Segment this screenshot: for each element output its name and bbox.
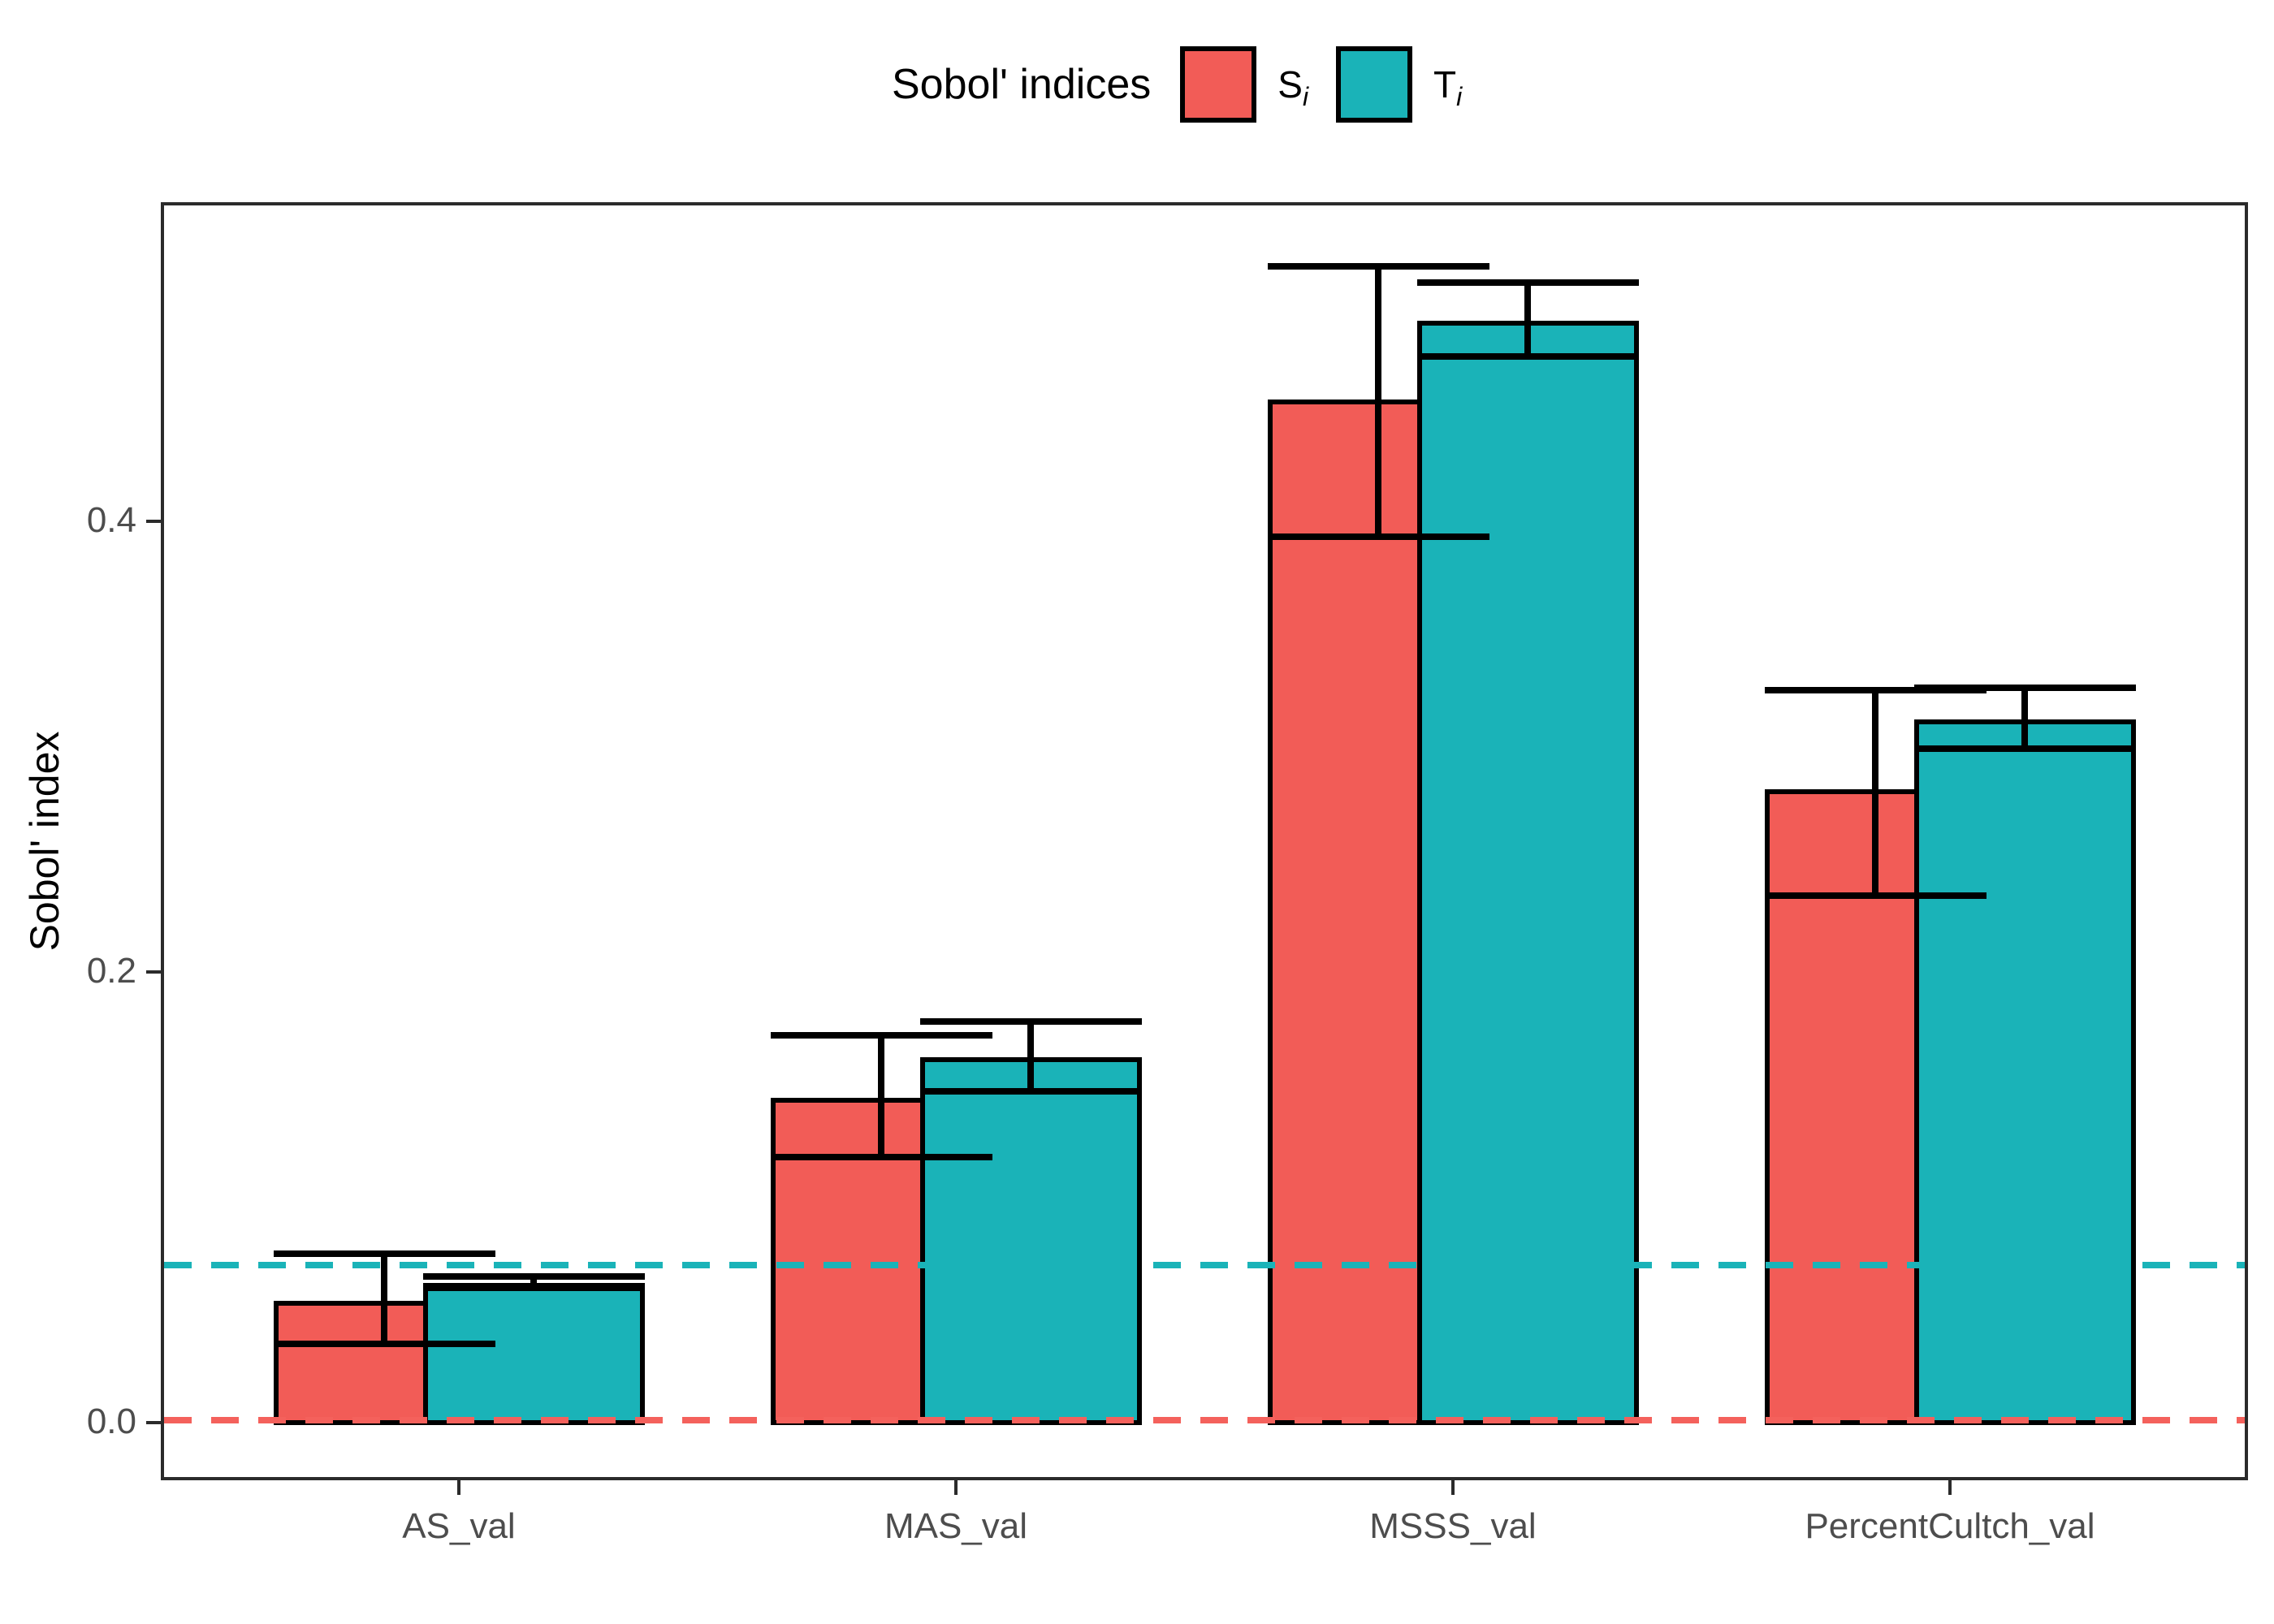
x-tick-AS_val — [457, 1480, 460, 1495]
legend-label-ti: Ti — [1433, 63, 1463, 112]
legend: Sobol' indices Si Ti — [892, 46, 1489, 123]
y-tick-0.0 — [146, 1421, 161, 1424]
y-tick-0.4 — [146, 520, 161, 523]
legend-item-ti: Ti — [1336, 46, 1462, 123]
error-cap-low-Ti-MAS_val — [919, 1088, 1142, 1095]
error-cap-low-Ti-AS_val — [422, 1284, 645, 1291]
error-cap-low-Si-MSSS_val — [1267, 533, 1489, 541]
error-bar-Si-MSSS_val — [1375, 266, 1381, 538]
legend-item-si: Si — [1180, 46, 1308, 123]
error-bar-Si-MAS_val — [878, 1034, 884, 1157]
error-cap-low-Ti-PercentCultch_val — [1913, 745, 2136, 753]
error-bar-Si-PercentCultch_val — [1872, 690, 1878, 896]
error-bar-Si-AS_val — [381, 1253, 387, 1344]
y-tick-0.2 — [146, 970, 161, 974]
x-tick-PercentCultch_val — [1948, 1480, 1952, 1495]
bar-Ti-MSSS_val — [1416, 321, 1639, 1425]
y-tick-label-0.0: 0.0 — [86, 1402, 136, 1441]
error-cap-high-Si-PercentCultch_val — [1764, 687, 1987, 694]
reference-line-Si — [164, 1417, 2245, 1424]
error-cap-high-Ti-PercentCultch_val — [1913, 685, 2136, 692]
error-cap-high-Si-MAS_val — [770, 1031, 992, 1039]
x-tick-MAS_val — [954, 1480, 958, 1495]
error-cap-high-Ti-MAS_val — [919, 1018, 1142, 1026]
x-tick-label-AS_val: AS_val — [402, 1506, 516, 1546]
legend-swatch-ti — [1336, 46, 1413, 123]
error-cap-high-Si-MSSS_val — [1267, 263, 1489, 270]
legend-label-si: Si — [1278, 63, 1309, 112]
legend-title: Sobol' indices — [892, 61, 1152, 108]
error-cap-high-Ti-AS_val — [422, 1272, 645, 1280]
x-tick-label-MSSS_val: MSSS_val — [1369, 1506, 1537, 1546]
y-tick-label-0.4: 0.4 — [86, 500, 136, 540]
y-axis-title: Sobol' index — [22, 731, 67, 952]
bar-Ti-PercentCultch_val — [1913, 719, 2136, 1425]
legend-swatch-si — [1180, 46, 1257, 123]
bar-Ti-AS_val — [422, 1282, 645, 1425]
error-cap-low-Si-MAS_val — [770, 1153, 992, 1160]
x-tick-label-MAS_val: MAS_val — [884, 1506, 1028, 1546]
x-tick-MSSS_val — [1451, 1480, 1455, 1495]
error-bar-Ti-MAS_val — [1027, 1021, 1034, 1092]
x-tick-label-PercentCultch_val: PercentCultch_val — [1805, 1506, 2095, 1546]
error-bar-Ti-MSSS_val — [1524, 282, 1531, 357]
error-bar-Ti-PercentCultch_val — [2021, 688, 2028, 749]
y-tick-label-0.2: 0.2 — [86, 951, 136, 991]
error-cap-low-Ti-MSSS_val — [1416, 353, 1639, 361]
error-cap-low-Si-PercentCultch_val — [1764, 892, 1987, 899]
reference-line-Ti — [164, 1261, 2245, 1268]
error-cap-high-Ti-MSSS_val — [1416, 279, 1639, 286]
error-bar-Ti-AS_val — [530, 1276, 537, 1288]
error-cap-high-Si-AS_val — [273, 1250, 495, 1257]
bar-Ti-MAS_val — [919, 1057, 1142, 1425]
error-cap-low-Si-AS_val — [273, 1340, 495, 1347]
